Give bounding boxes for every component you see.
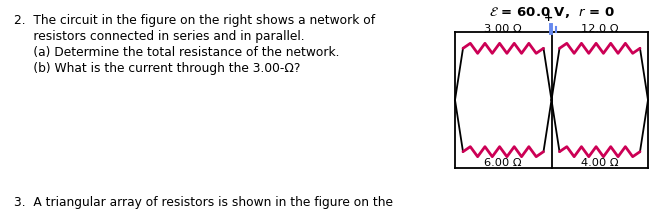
- Text: resistors connected in series and in parallel.: resistors connected in series and in par…: [14, 30, 304, 43]
- Text: 2.  The circuit in the figure on the right shows a network of: 2. The circuit in the figure on the righ…: [14, 14, 375, 27]
- Text: 6.00 Ω: 6.00 Ω: [485, 158, 522, 168]
- Text: 3.  A triangular array of resistors is shown in the figure on the: 3. A triangular array of resistors is sh…: [14, 196, 393, 209]
- Text: 3.00 Ω: 3.00 Ω: [485, 24, 522, 34]
- Text: 12.0 Ω: 12.0 Ω: [581, 24, 618, 34]
- Text: (b) What is the current through the 3.00-Ω?: (b) What is the current through the 3.00…: [14, 62, 300, 75]
- Text: (a) Determine the total resistance of the network.: (a) Determine the total resistance of th…: [14, 46, 339, 59]
- Text: $\mathcal{E}$ = 60.0 V,  $r$ = 0: $\mathcal{E}$ = 60.0 V, $r$ = 0: [489, 5, 614, 20]
- Text: 4.00 Ω: 4.00 Ω: [581, 158, 618, 168]
- Text: +: +: [544, 13, 553, 23]
